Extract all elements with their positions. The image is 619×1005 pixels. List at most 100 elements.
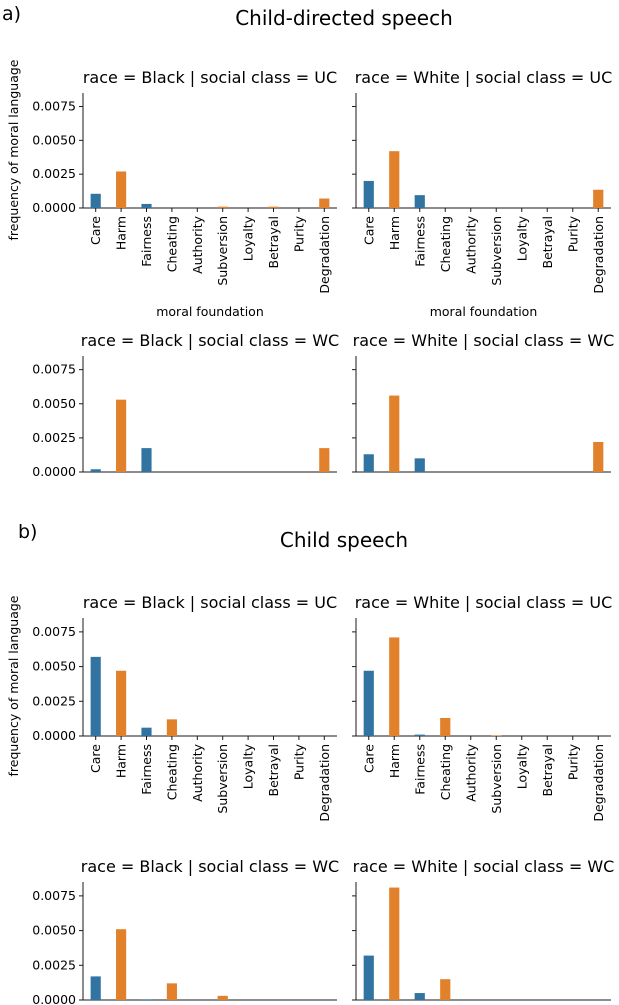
x-axis-label: moral foundation [430,304,538,319]
y-tick-label: 0.0075 [32,624,76,639]
panel-7: race = Black | social class = WC 0.0000 0.… [32,857,339,1005]
bar-harm [389,151,400,208]
y-tick-label: 0.0000 [32,464,76,479]
bar-fairness [141,999,152,1000]
y-tick-label: 0.0025 [32,166,76,181]
bar-betrayal [268,206,279,208]
x-tick-label: Subversion [215,744,230,814]
y-tick-label: 0.0000 [32,728,76,743]
y-tick-label: 0.0025 [32,430,76,445]
section-a-label: a) [2,3,21,25]
bar-cheating [440,717,451,736]
bar-care [90,656,101,736]
bar-harm [116,171,127,208]
x-tick-label: Betrayal [266,216,281,269]
bar-harm [389,887,400,1000]
panel-title: race = White | social class = UC [355,68,613,87]
x-tick-label: Care [88,216,103,245]
bar-subversion [491,735,502,736]
bar-degradation [319,198,330,208]
bar-harm [116,670,127,736]
x-tick-label: Subversion [215,216,230,286]
panel-title: race = White | social class = WC [353,331,615,350]
x-tick-label: Care [88,744,103,773]
bar-harm [116,399,127,472]
panel-title: race = Black | social class = WC [81,331,339,350]
y-tick-label: 0.0050 [32,659,76,674]
x-tick-label: Loyalty [241,743,256,789]
x-tick-label: Loyalty [241,215,256,261]
bar-care [363,670,374,736]
section-b-title: Child speech [280,528,408,552]
x-tick-label: Purity [565,215,580,252]
x-tick-label: Purity [291,743,306,780]
x-tick-label: Harm [387,744,402,778]
x-tick-label: Fairness [412,744,427,795]
bar-degradation [319,448,330,472]
x-tick-label: Degradation [591,216,606,294]
bar-care [90,976,101,1000]
x-tick-label: Cheating [164,744,179,800]
x-tick-label: Harm [114,216,129,250]
y-tick-label: 0.0075 [32,99,76,114]
bar-fairness [141,727,152,736]
y-tick-label: 0.0025 [32,693,76,708]
x-tick-label: Authority [463,743,478,801]
y-tick-label: 0.0050 [32,396,76,411]
bar-subversion [217,995,228,1000]
x-tick-label: Harm [114,744,129,778]
x-tick-label: Purity [565,743,580,780]
x-tick-label: Degradation [317,744,332,822]
x-tick-label: Cheating [164,216,179,272]
x-tick-label: Cheating [438,216,453,272]
bar-fairness [141,203,152,208]
bar-harm [116,929,127,1000]
y-tick-label: 0.0075 [32,362,76,377]
bar-fairness [414,458,425,472]
panel-title: race = Black | social class = WC [81,857,339,876]
x-tick-label: Care [361,216,376,245]
y-tick-label: 0.0000 [32,200,76,215]
x-tick-label: Fairness [139,216,154,267]
x-tick-label: Loyalty [514,743,529,789]
panel-title: race = Black | social class = UC [83,593,337,612]
section-a-title: Child-directed speech [235,6,453,30]
bar-cheating [166,983,177,1000]
bar-fairness [414,195,425,208]
x-tick-label: Betrayal [540,744,555,797]
panel-1: race = Black | social class = UC 0.0000 0.… [32,68,337,319]
y-tick-label: 0.0025 [32,957,76,972]
x-tick-label: Degradation [591,744,606,822]
panel-8: race = White | social class = WC [352,857,615,1001]
x-tick-label: Subversion [489,744,504,814]
bar-care [90,193,101,208]
y-axis-label-a: frequency of moral language [6,59,21,240]
panel-3: race = Black | social class = WC 0.0000 0.… [32,331,339,479]
bar-care [363,180,374,208]
bar-care [90,469,101,472]
bar-harm [389,637,400,736]
panel-title: race = White | social class = WC [353,857,615,876]
y-tick-label: 0.0075 [32,888,76,903]
x-tick-label: Authority [463,215,478,273]
bar-fairness [414,993,425,1000]
panel-2: race = White | social class = UC Care Harm… [352,68,612,319]
x-tick-label: Subversion [489,216,504,286]
bar-care [363,955,374,1000]
x-tick-label: Degradation [317,216,332,294]
bar-degradation [593,441,604,472]
section-b-label: b) [18,521,37,543]
bar-fairness [414,734,425,736]
x-tick-label: Authority [190,215,205,273]
bar-cheating [440,979,451,1000]
x-tick-label: Fairness [139,744,154,795]
panel-title: race = Black | social class = UC [83,68,337,87]
y-tick-label: 0.0050 [32,132,76,147]
bar-cheating [166,719,177,736]
x-axis-label: moral foundation [156,304,264,319]
x-tick-label: Betrayal [540,216,555,269]
bar-degradation [593,189,604,208]
y-tick-label: 0.0000 [32,992,76,1005]
bar-harm [389,395,400,472]
